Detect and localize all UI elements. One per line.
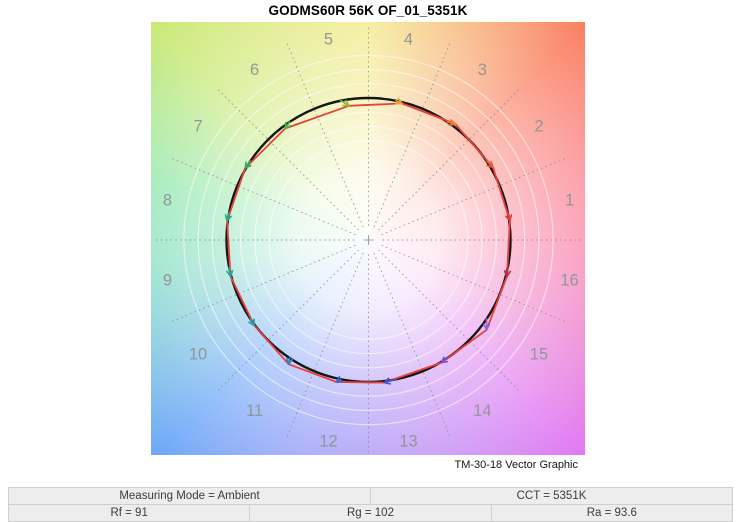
hue-bin-label-2: 2	[534, 118, 543, 136]
hue-bin-label-8: 8	[163, 192, 172, 210]
hue-bin-label-14: 14	[473, 402, 491, 420]
hue-bin-label-13: 13	[399, 433, 417, 451]
hue-bin-label-11: 11	[246, 402, 263, 420]
rf-cell: Rf = 91	[8, 504, 250, 522]
hue-bin-label-12: 12	[319, 433, 337, 451]
ra-cell: Ra = 93.6	[491, 504, 733, 522]
tm30-caption: TM-30-18 Vector Graphic	[151, 459, 578, 471]
chart-title: GODMS60R 56K OF_01_5351K	[151, 3, 585, 18]
hue-bin-label-5: 5	[324, 30, 333, 48]
hue-bin-label-1: 1	[565, 192, 574, 210]
rg-cell: Rg = 102	[249, 504, 491, 522]
hue-bin-label-7: 7	[193, 118, 202, 136]
hue-bin-label-3: 3	[478, 61, 487, 79]
hue-bin-label-15: 15	[530, 345, 548, 363]
hue-bin-label-10: 10	[189, 345, 207, 363]
hue-bin-label-16: 16	[560, 271, 578, 289]
measuring-mode-cell: Measuring Mode = Ambient	[8, 487, 371, 505]
hue-bin-label-6: 6	[250, 61, 259, 79]
hue-bin-label-4: 4	[404, 30, 413, 48]
hue-bin-label-9: 9	[163, 271, 172, 289]
cct-cell: CCT = 5351K	[370, 487, 733, 505]
